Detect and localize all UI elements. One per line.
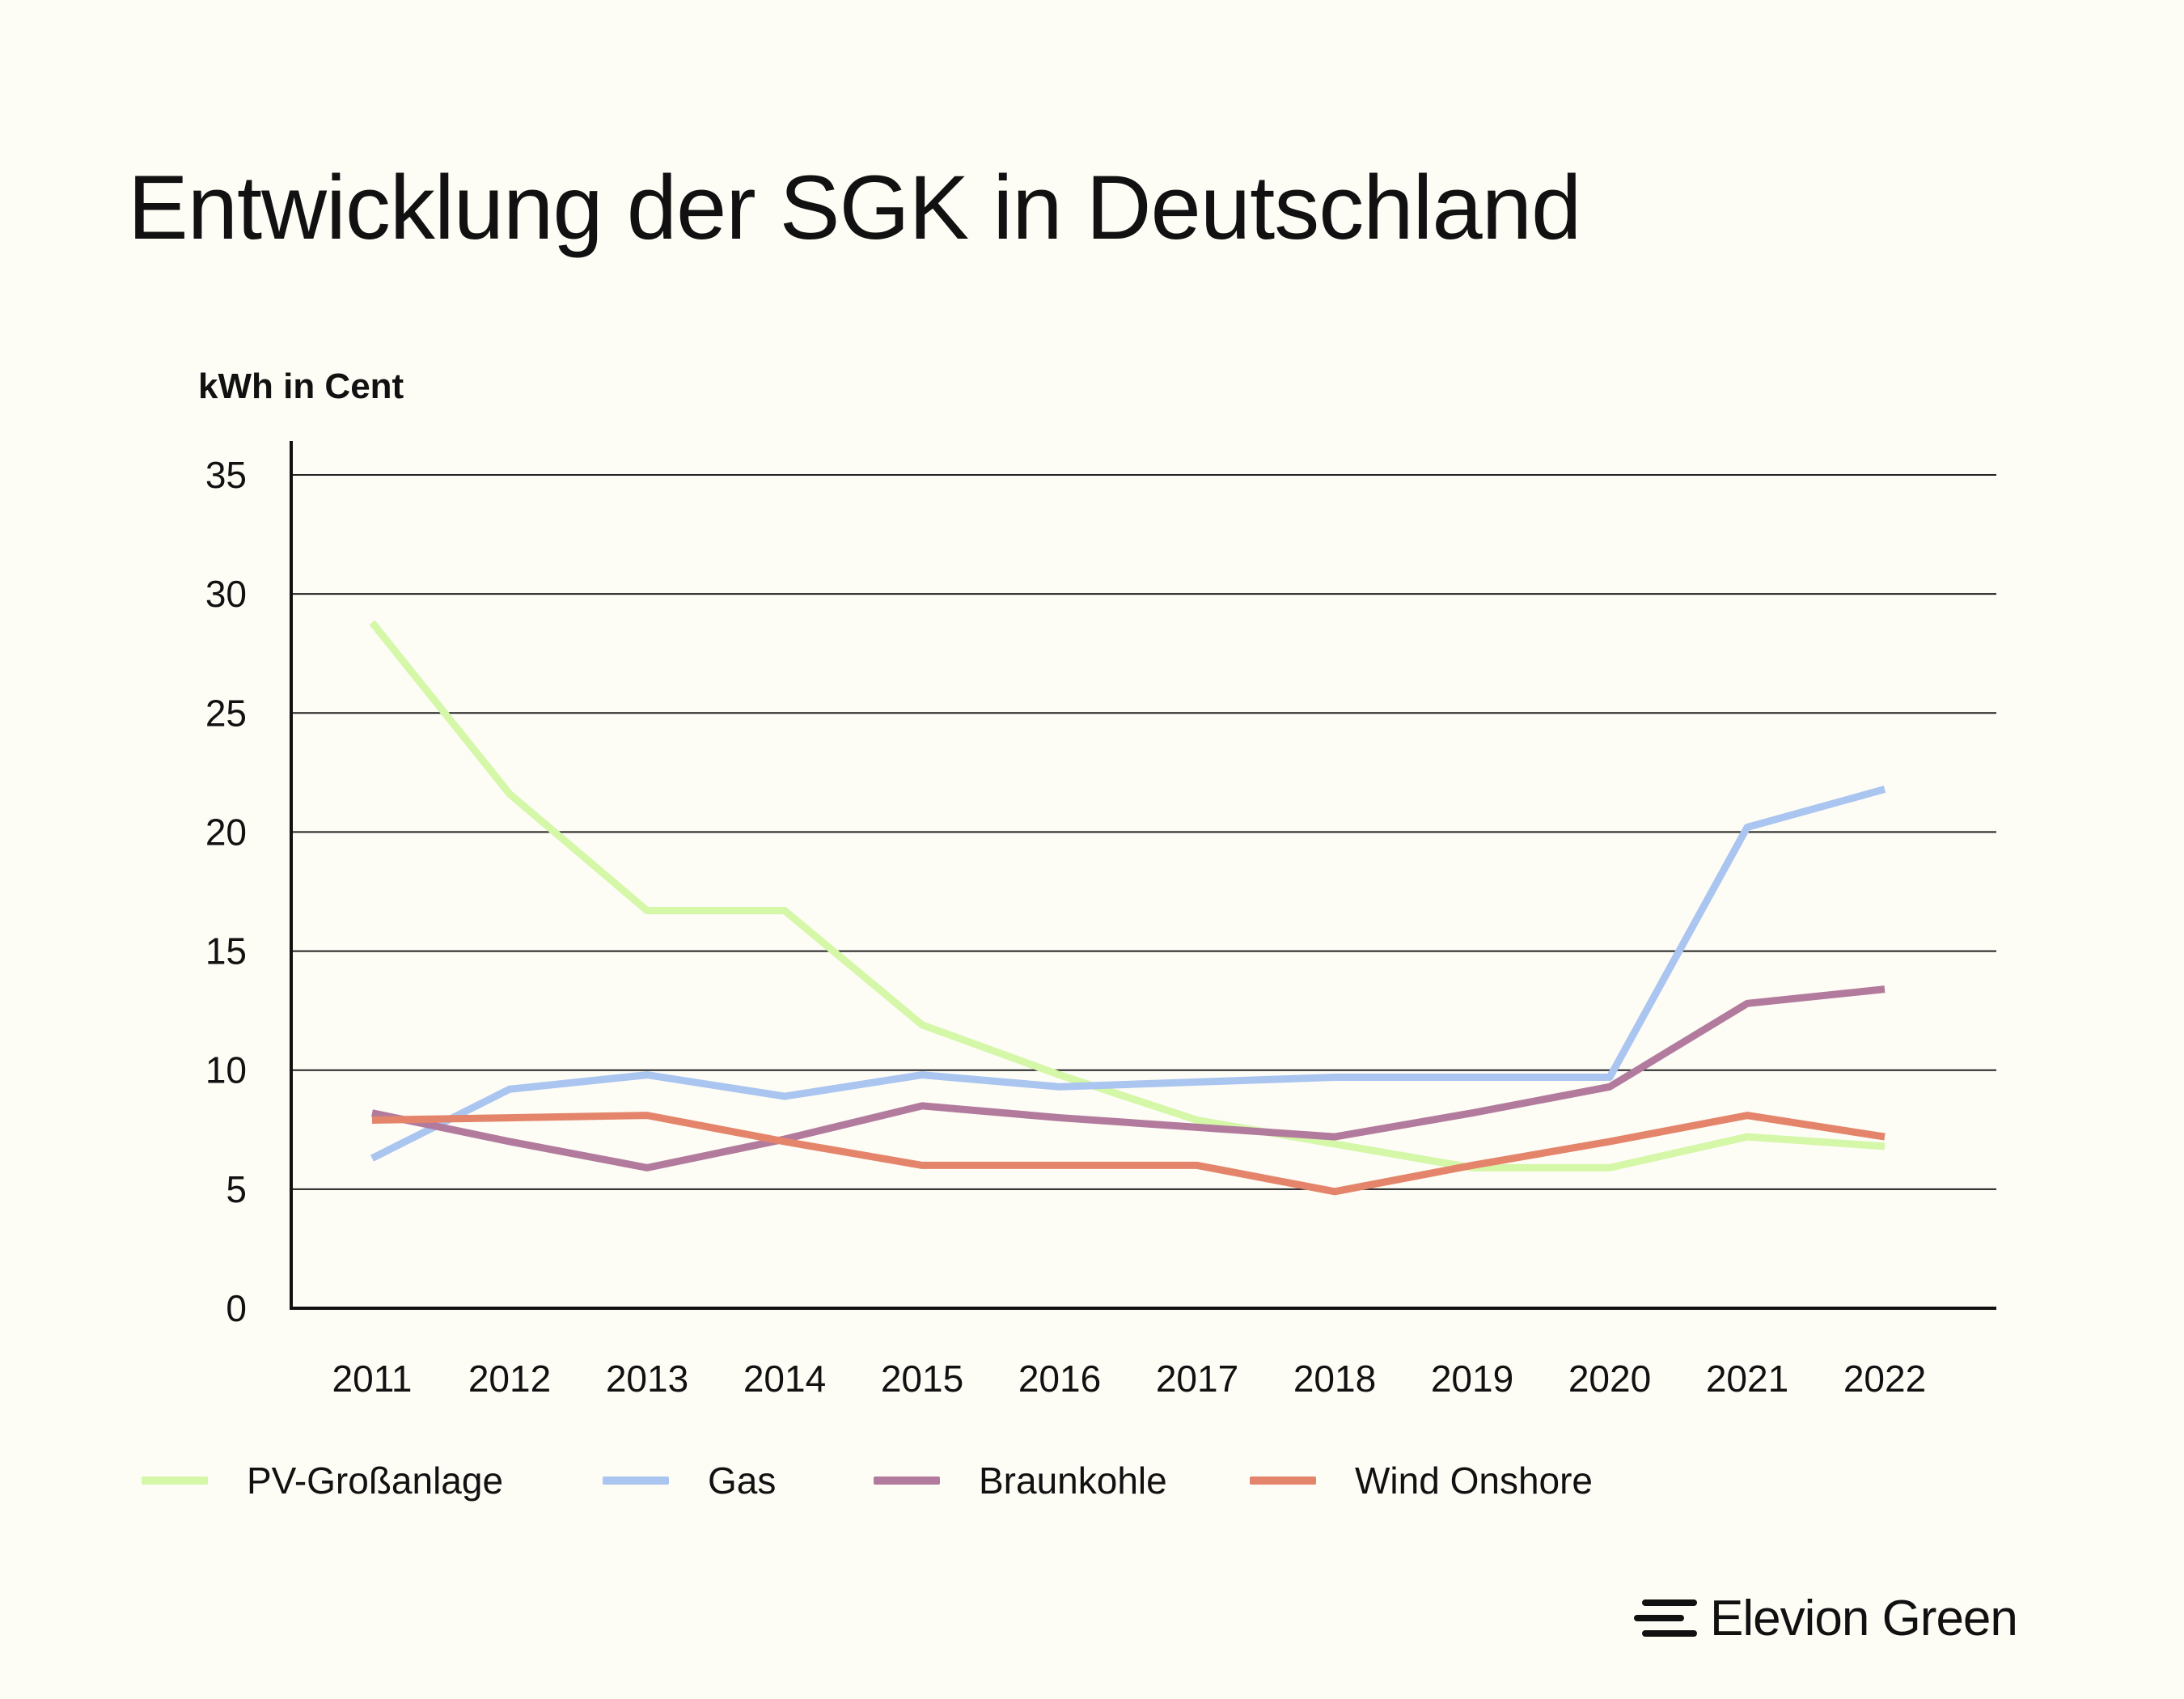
x-tick-label: 2013 (606, 1358, 688, 1400)
legend-label: Braunkohle (979, 1460, 1167, 1502)
series-line-pv-gro-anlage (369, 620, 1886, 1172)
logo-text: Elevion Green (1710, 1590, 2018, 1646)
x-tick-label: 2018 (1293, 1358, 1376, 1400)
y-tick-label: 35 (205, 454, 247, 496)
y-tick-label: 20 (205, 811, 247, 853)
elevion-logo-icon (1634, 1599, 1697, 1637)
y-tick-label: 5 (226, 1168, 247, 1210)
x-tick-label: 2014 (743, 1358, 826, 1400)
legend-swatch (1250, 1477, 1316, 1485)
x-tick-label: 2019 (1431, 1358, 1513, 1400)
x-tick-label: 2021 (1706, 1358, 1788, 1400)
x-tick-label: 2012 (468, 1358, 551, 1400)
legend-label: Wind Onshore (1355, 1460, 1594, 1502)
legend: PV-Großanlage Gas Braunkohle Wind Onshore (0, 1448, 2184, 1513)
x-tick-label: 2011 (332, 1358, 413, 1400)
y-axis-label: kWh in Cent (198, 366, 404, 406)
x-tick-label: 2017 (1156, 1358, 1238, 1400)
x-tick-label: 2022 (1843, 1358, 1926, 1400)
series-line-braunkohle (371, 985, 1886, 1172)
chart-title: Entwicklung der SGK in Deutschland (128, 157, 1581, 258)
legend-swatch (874, 1477, 940, 1485)
legend-swatch (603, 1477, 669, 1485)
y-tick-label: 15 (205, 930, 247, 972)
y-tick-label: 10 (205, 1049, 247, 1091)
series-line-gas (370, 786, 1886, 1162)
legend-swatch (142, 1477, 208, 1485)
y-tick-label: 25 (205, 692, 247, 734)
legend-label: PV-Großanlage (247, 1460, 504, 1502)
x-tick-label: 2015 (881, 1358, 963, 1400)
x-tick-label: 2020 (1568, 1358, 1651, 1400)
y-tick-label: 30 (205, 573, 247, 615)
legend-item-braunkohle: Braunkohle (874, 1448, 1167, 1513)
brand-logo: Elevion Green (1634, 1582, 2018, 1655)
legend-item-wind-onshore: Wind Onshore (1250, 1448, 1593, 1513)
x-tick-label: 2016 (1018, 1358, 1101, 1400)
legend-item-gas: Gas (603, 1448, 776, 1513)
legend-label: Gas (708, 1460, 777, 1502)
series-line-wind-onshore (371, 1112, 1886, 1196)
y-tick-label: 0 (226, 1287, 247, 1329)
legend-item-pv-gro-anlage: PV-Großanlage (142, 1448, 503, 1513)
